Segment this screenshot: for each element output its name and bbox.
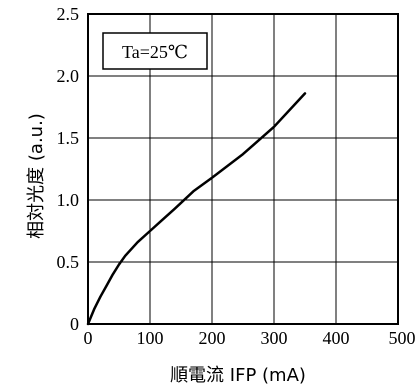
data-series: [86, 92, 307, 326]
x-tick-label: 500: [389, 328, 416, 348]
grid-lines: [88, 14, 398, 324]
x-tick-label: 400: [323, 328, 350, 348]
tick-labels: 0 100 200 300 400 500 0 0.5 1.0 1.5 2.0 2.5: [57, 4, 416, 348]
series-line: [86, 92, 307, 326]
x-tick-label: 100: [137, 328, 164, 348]
plot-area: [87, 13, 399, 325]
x-tick-label: 200: [199, 328, 226, 348]
y-tick-label: 2.0: [57, 66, 80, 86]
y-tick-label: 0: [70, 314, 79, 334]
annotation-box: Ta=25℃: [102, 32, 208, 70]
annotation-label: Ta=25℃: [122, 42, 188, 62]
x-tick-label: 0: [84, 328, 93, 348]
y-tick-label: 1.0: [57, 190, 80, 210]
y-axis-label: 相対光度 (a.u.): [26, 113, 47, 239]
y-tick-label: 2.5: [57, 4, 80, 24]
y-tick-label: 1.5: [57, 128, 80, 148]
x-tick-label: 300: [261, 328, 288, 348]
y-tick-label: 0.5: [57, 252, 80, 272]
x-axis-label: 順電流 IFP (mA): [170, 365, 306, 386]
